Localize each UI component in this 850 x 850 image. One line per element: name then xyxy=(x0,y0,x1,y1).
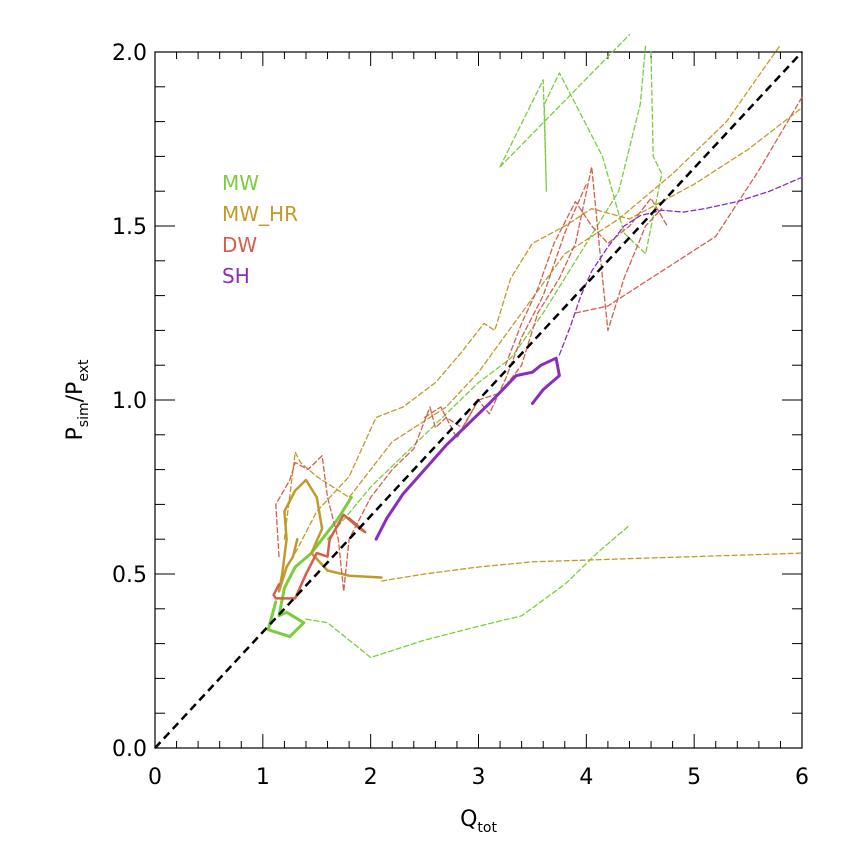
axis-tick-labels: 0 1 2 3 4 5 6 0.0 0.5 1.0 1.5 2.0 xyxy=(112,41,809,790)
series-line-dw xyxy=(272,513,367,600)
series-line-dw xyxy=(574,96,803,314)
series-layer xyxy=(266,33,803,659)
series-line-mw-hr xyxy=(294,107,803,554)
y-tick-label: 0.0 xyxy=(112,737,147,762)
reference-line xyxy=(154,51,803,749)
series-line-mw xyxy=(266,495,353,639)
y-tick-label: 2.0 xyxy=(112,41,147,66)
series-line-mw xyxy=(499,51,663,255)
y-tick-label: 0.5 xyxy=(112,563,147,588)
series-line-dw xyxy=(504,197,668,366)
series-line-mw-hr xyxy=(283,44,782,540)
series-line-sh xyxy=(374,356,561,541)
x-axis-title: Qtot xyxy=(460,807,497,836)
series-line-dw xyxy=(423,183,587,439)
x-tick-label: 0 xyxy=(148,765,162,790)
x-tick-label: 3 xyxy=(472,765,486,790)
legend-item-mw: MW xyxy=(222,171,259,195)
x-tick-label: 2 xyxy=(364,765,378,790)
series-line-sh xyxy=(558,176,803,356)
x-tick-label: 1 xyxy=(256,765,270,790)
series-line-dw xyxy=(275,166,663,593)
legend: MW MW_HR DW SH xyxy=(222,171,298,288)
series-line-mw-hr xyxy=(277,478,383,593)
series-line-mw xyxy=(499,33,631,168)
y-axis-title: Psim/Pext xyxy=(63,359,92,440)
y-tick-label: 1.0 xyxy=(112,389,147,414)
legend-item-dw: DW xyxy=(222,233,257,257)
x-tick-label: 6 xyxy=(795,765,809,790)
series-line-mw xyxy=(326,44,647,540)
legend-item-sh: SH xyxy=(222,264,250,288)
x-tick-label: 4 xyxy=(579,765,593,790)
legend-item-mw-hr: MW_HR xyxy=(222,202,298,226)
axis-ticks xyxy=(154,51,803,749)
series-line-mw xyxy=(305,524,631,659)
x-tick-label: 5 xyxy=(687,765,701,790)
y-tick-label: 1.5 xyxy=(112,215,147,240)
